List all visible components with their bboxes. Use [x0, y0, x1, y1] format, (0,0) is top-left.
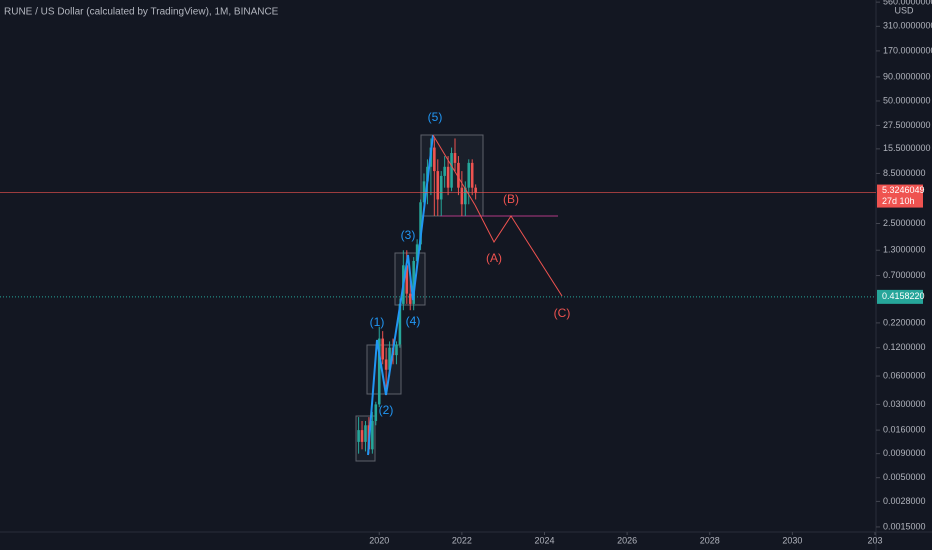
- candle-body: [364, 425, 367, 442]
- price-tag: [877, 289, 923, 304]
- candle-body: [436, 171, 440, 200]
- candle-body: [467, 162, 471, 188]
- y-tick-label: 50.0000000: [883, 95, 931, 105]
- y-tick-label: 310.0000000: [883, 21, 932, 31]
- candle-body: [450, 153, 453, 188]
- wave-label: (3): [401, 228, 416, 242]
- x-tick-label: 203: [867, 535, 882, 545]
- candle-body: [381, 338, 384, 360]
- candle-body: [360, 430, 364, 442]
- y-tick-label: 15.5000000: [883, 143, 931, 153]
- x-tick-label: 2026: [617, 535, 637, 545]
- y-tick-label: 0.0050000: [883, 472, 926, 482]
- y-tick-label: 0.0090000: [883, 448, 926, 458]
- y-tick-label: 560.0000000: [883, 0, 932, 7]
- candle-body: [412, 260, 415, 304]
- y-tick-label: 8.5000000: [883, 168, 926, 178]
- candle-body: [460, 187, 464, 205]
- wave-line: [432, 134, 476, 206]
- y-unit: USD: [894, 5, 914, 15]
- candle-body: [357, 430, 360, 442]
- y-tick-label: 0.0600000: [883, 370, 926, 380]
- y-tick-label: 0.7000000: [883, 270, 926, 280]
- candle-body: [433, 147, 436, 172]
- candle-body: [446, 166, 450, 188]
- candle-body: [408, 293, 412, 304]
- y-tick-label: 170.0000000: [883, 45, 932, 55]
- x-tick-label: 2030: [782, 535, 802, 545]
- chart-title: RUNE / US Dollar (calculated by TradingV…: [4, 7, 279, 18]
- y-tick-label: 0.0160000: [883, 424, 926, 434]
- impulse-wave: [367, 134, 434, 456]
- y-tick-label: 0.2200000: [883, 317, 926, 327]
- candle-body: [371, 420, 374, 450]
- last-price-label: 5.3246049: [882, 185, 925, 195]
- last-price-tag: [877, 184, 923, 208]
- y-tick-label: 2.5000000: [883, 218, 926, 228]
- candle-body: [388, 347, 391, 370]
- wave-label: (A): [486, 251, 502, 265]
- wave-label: (1): [370, 315, 385, 329]
- x-tick-label: 2024: [534, 535, 554, 545]
- wave-label: (B): [503, 192, 519, 206]
- y-tick-label: 27.5000000: [883, 120, 931, 130]
- candle-body: [470, 162, 474, 188]
- wave-label: (4): [406, 314, 421, 328]
- wave-label: (2): [379, 403, 394, 417]
- candle-body: [457, 162, 460, 188]
- y-tick-label: 0.0015000: [883, 521, 926, 531]
- candle-body: [443, 166, 446, 176]
- x-tick-label: 2028: [700, 535, 720, 545]
- candle-body: [384, 359, 388, 370]
- candle-body: [415, 244, 419, 261]
- candle-body: [474, 187, 477, 193]
- y-tick-label: 1.3000000: [883, 245, 926, 255]
- y-tick-label: 0.0300000: [883, 399, 926, 409]
- candle-body: [398, 303, 402, 345]
- y-tick-label: 0.1200000: [883, 342, 926, 352]
- y-tick-label: 90.0000000: [883, 71, 931, 81]
- candle-body: [422, 181, 426, 203]
- x-tick-label: 2020: [369, 535, 389, 545]
- x-tick-label: 2022: [452, 535, 472, 545]
- candle-body: [419, 202, 422, 245]
- candle-body: [405, 265, 409, 294]
- countdown: 27d 10h: [882, 196, 915, 206]
- candle-body: [464, 187, 467, 205]
- price-label: 0.4158220: [882, 291, 925, 301]
- corrective-wave: [474, 204, 563, 297]
- candle-body: [453, 153, 457, 163]
- wave-label: (5): [428, 110, 443, 124]
- wave-label: (C): [554, 306, 571, 320]
- candle-body: [439, 175, 443, 200]
- candle-body: [374, 404, 378, 421]
- y-tick-label: 0.0028000: [883, 496, 926, 506]
- candle-body: [395, 344, 398, 356]
- candle-body: [377, 338, 381, 405]
